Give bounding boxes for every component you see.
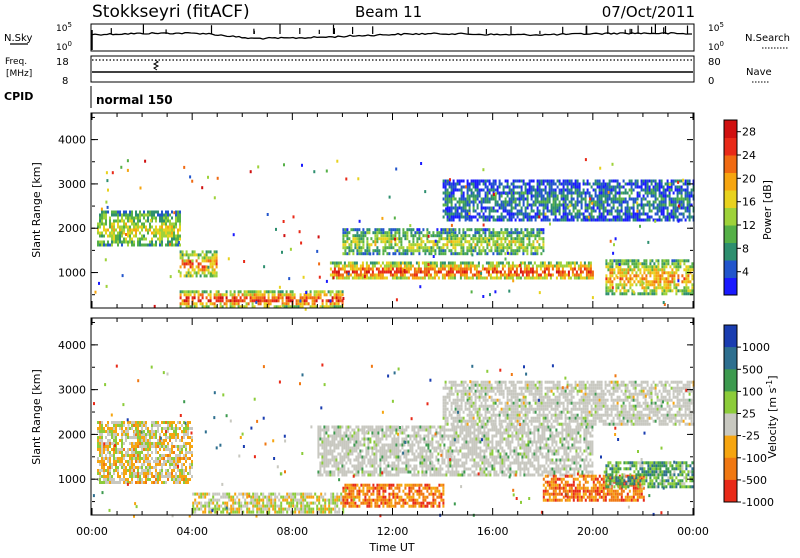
colorbar-tick-label: 500 — [742, 363, 763, 376]
velocity-heatmap — [93, 364, 695, 518]
nsearch-label: N.Search — [745, 33, 790, 44]
colorbar-tick-label: -500 — [742, 474, 767, 487]
cpid-label: CPID — [4, 90, 33, 103]
colorbar-swatch — [724, 480, 737, 503]
nsearch-tick-bottom: 100 — [708, 40, 724, 53]
y-tick-label: 4000 — [58, 134, 86, 147]
scatter-band — [192, 493, 344, 514]
colorbar-swatch — [724, 173, 737, 191]
colorbar-swatch — [724, 414, 737, 437]
colorbar-tick-label: 4 — [742, 266, 749, 279]
colorbar-swatch — [724, 369, 737, 392]
scatter-band — [342, 484, 444, 508]
colorbar-swatch — [724, 120, 737, 138]
power-colorbar-label: Power [dB] — [761, 180, 774, 240]
scatter-band — [330, 262, 594, 280]
colorbar-tick-label: 25 — [742, 408, 756, 421]
scatter-band — [97, 211, 181, 247]
colorbar-swatch — [724, 260, 737, 278]
scatter-band — [180, 290, 344, 308]
x-tick-label: 20:00 — [577, 525, 609, 538]
power-heatmap — [95, 158, 695, 311]
colorbar-tick-label: 100 — [742, 385, 763, 398]
colorbar-tick-label: 28 — [742, 126, 756, 139]
colorbar-swatch — [724, 225, 737, 243]
nsky-label: N.Sky — [4, 33, 32, 44]
colorbar-tick-label: 12 — [742, 219, 756, 232]
y-tick-label: 1000 — [58, 267, 86, 280]
scatter-band — [605, 461, 693, 488]
date-label: 07/Oct/2011 — [602, 3, 695, 21]
x-tick-label: 00:00 — [677, 525, 709, 538]
x-tick-label: 08:00 — [276, 525, 308, 538]
nsky-tick-top: 105 — [56, 21, 72, 34]
velocity-y-label: Slant Range [km] — [30, 369, 43, 465]
colorbar-tick-label: 24 — [742, 149, 756, 162]
colorbar-tick-label: -25 — [742, 430, 760, 443]
nsky-tick-bottom: 100 — [56, 40, 72, 53]
freq-tick-bottom: 8 — [62, 76, 68, 87]
x-tick-label: 16:00 — [477, 525, 509, 538]
y-tick-label: 3000 — [58, 178, 86, 191]
freq-label-line2: [MHz] — [6, 69, 32, 79]
y-tick-label: 1000 — [58, 473, 86, 486]
scatter-band — [317, 426, 593, 477]
colorbar-tick-label: 8 — [742, 242, 749, 255]
scatter-band — [443, 381, 695, 426]
power-y-label: Slant Range [km] — [30, 162, 43, 258]
scatter-band — [342, 228, 544, 255]
colorbar-swatch — [724, 458, 737, 481]
time-x-label: Time UT — [368, 541, 414, 554]
y-tick-label: 4000 — [58, 339, 86, 352]
nsearch-tick-top: 105 — [708, 21, 724, 34]
y-tick-label: 2000 — [58, 428, 86, 441]
colorbar-tick-label: -100 — [742, 452, 767, 465]
colorbar-swatch — [724, 208, 737, 226]
nsky-spikes — [92, 24, 688, 50]
nave-tick-bottom: 0 — [708, 76, 714, 87]
scatter-band — [97, 421, 193, 484]
station-title: Stokkseyri (fitACF) — [92, 2, 250, 22]
nsky-panel-frame — [91, 24, 694, 51]
colorbar-swatch — [724, 436, 737, 459]
y-tick-label: 2000 — [58, 222, 86, 235]
x-tick-label: 04:00 — [176, 525, 208, 538]
colorbar-swatch — [724, 138, 737, 156]
scatter-band — [443, 180, 695, 222]
colorbar-swatch — [724, 243, 737, 261]
colorbar-tick-label: 16 — [742, 196, 756, 209]
colorbar-tick-label: 20 — [742, 172, 756, 185]
x-tick-label: 00:00 — [76, 525, 108, 538]
colorbar-swatch — [724, 278, 737, 296]
nave-label: Nave — [746, 67, 772, 78]
y-tick-label: 3000 — [58, 384, 86, 397]
freq-glitch — [154, 60, 158, 70]
velocity-colorbar-label: Velocity [m s-1] — [765, 375, 779, 458]
colorbar-swatch — [724, 190, 737, 208]
colorbar-swatch — [724, 391, 737, 414]
colorbar-tick-label: 1000 — [742, 341, 770, 354]
nsky-trace — [92, 33, 692, 39]
nave-tick-top: 80 — [708, 57, 721, 68]
colorbar-swatch — [724, 325, 737, 348]
cpid-mode: normal 150 — [96, 93, 173, 107]
power-colorbar: 4 8 12 16 20 24 28 — [724, 120, 756, 296]
colorbar-swatch — [724, 347, 737, 370]
colorbar-tick-label: -1000 — [742, 496, 774, 509]
freq-tick-top: 18 — [56, 57, 69, 68]
x-tick-label: 12:00 — [377, 525, 409, 538]
colorbar-swatch — [724, 155, 737, 173]
beam-label: Beam 11 — [355, 3, 422, 21]
freq-label-line1: Freq. — [5, 57, 27, 67]
